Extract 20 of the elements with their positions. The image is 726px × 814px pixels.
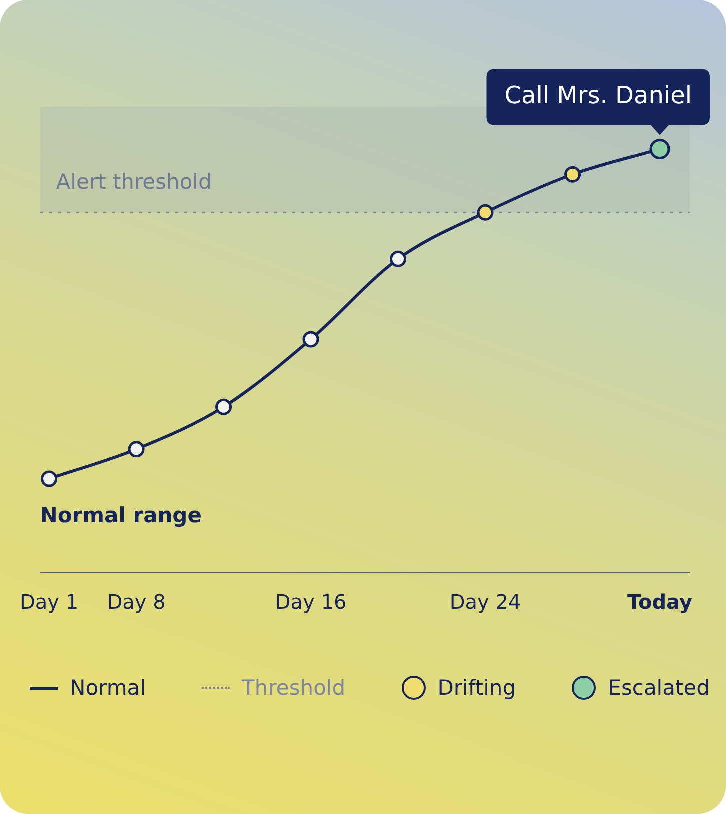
x-tick-label: Today: [628, 590, 692, 614]
point: [128, 441, 145, 458]
x-tick-label: Day 8: [107, 590, 166, 614]
point: [650, 139, 670, 160]
annotation: Normal range: [40, 503, 202, 528]
point: [390, 250, 407, 268]
legend-label: Drifting: [438, 676, 516, 700]
x-tick-label: Day 24: [450, 590, 522, 614]
x-tick-label: Day 16: [275, 590, 347, 614]
point: [477, 204, 494, 221]
legend-label: Escalated: [608, 676, 710, 700]
band-label: Alert threshold: [56, 170, 212, 194]
annotation: Call Mrs. Daniel: [504, 82, 692, 110]
point: [564, 166, 582, 183]
x-tick-label: Day 1: [20, 590, 79, 614]
point: [216, 398, 232, 416]
point: [41, 470, 58, 488]
legend-label: Normal: [70, 676, 146, 700]
point: [302, 331, 320, 348]
legend-label: Threshold: [242, 676, 346, 700]
